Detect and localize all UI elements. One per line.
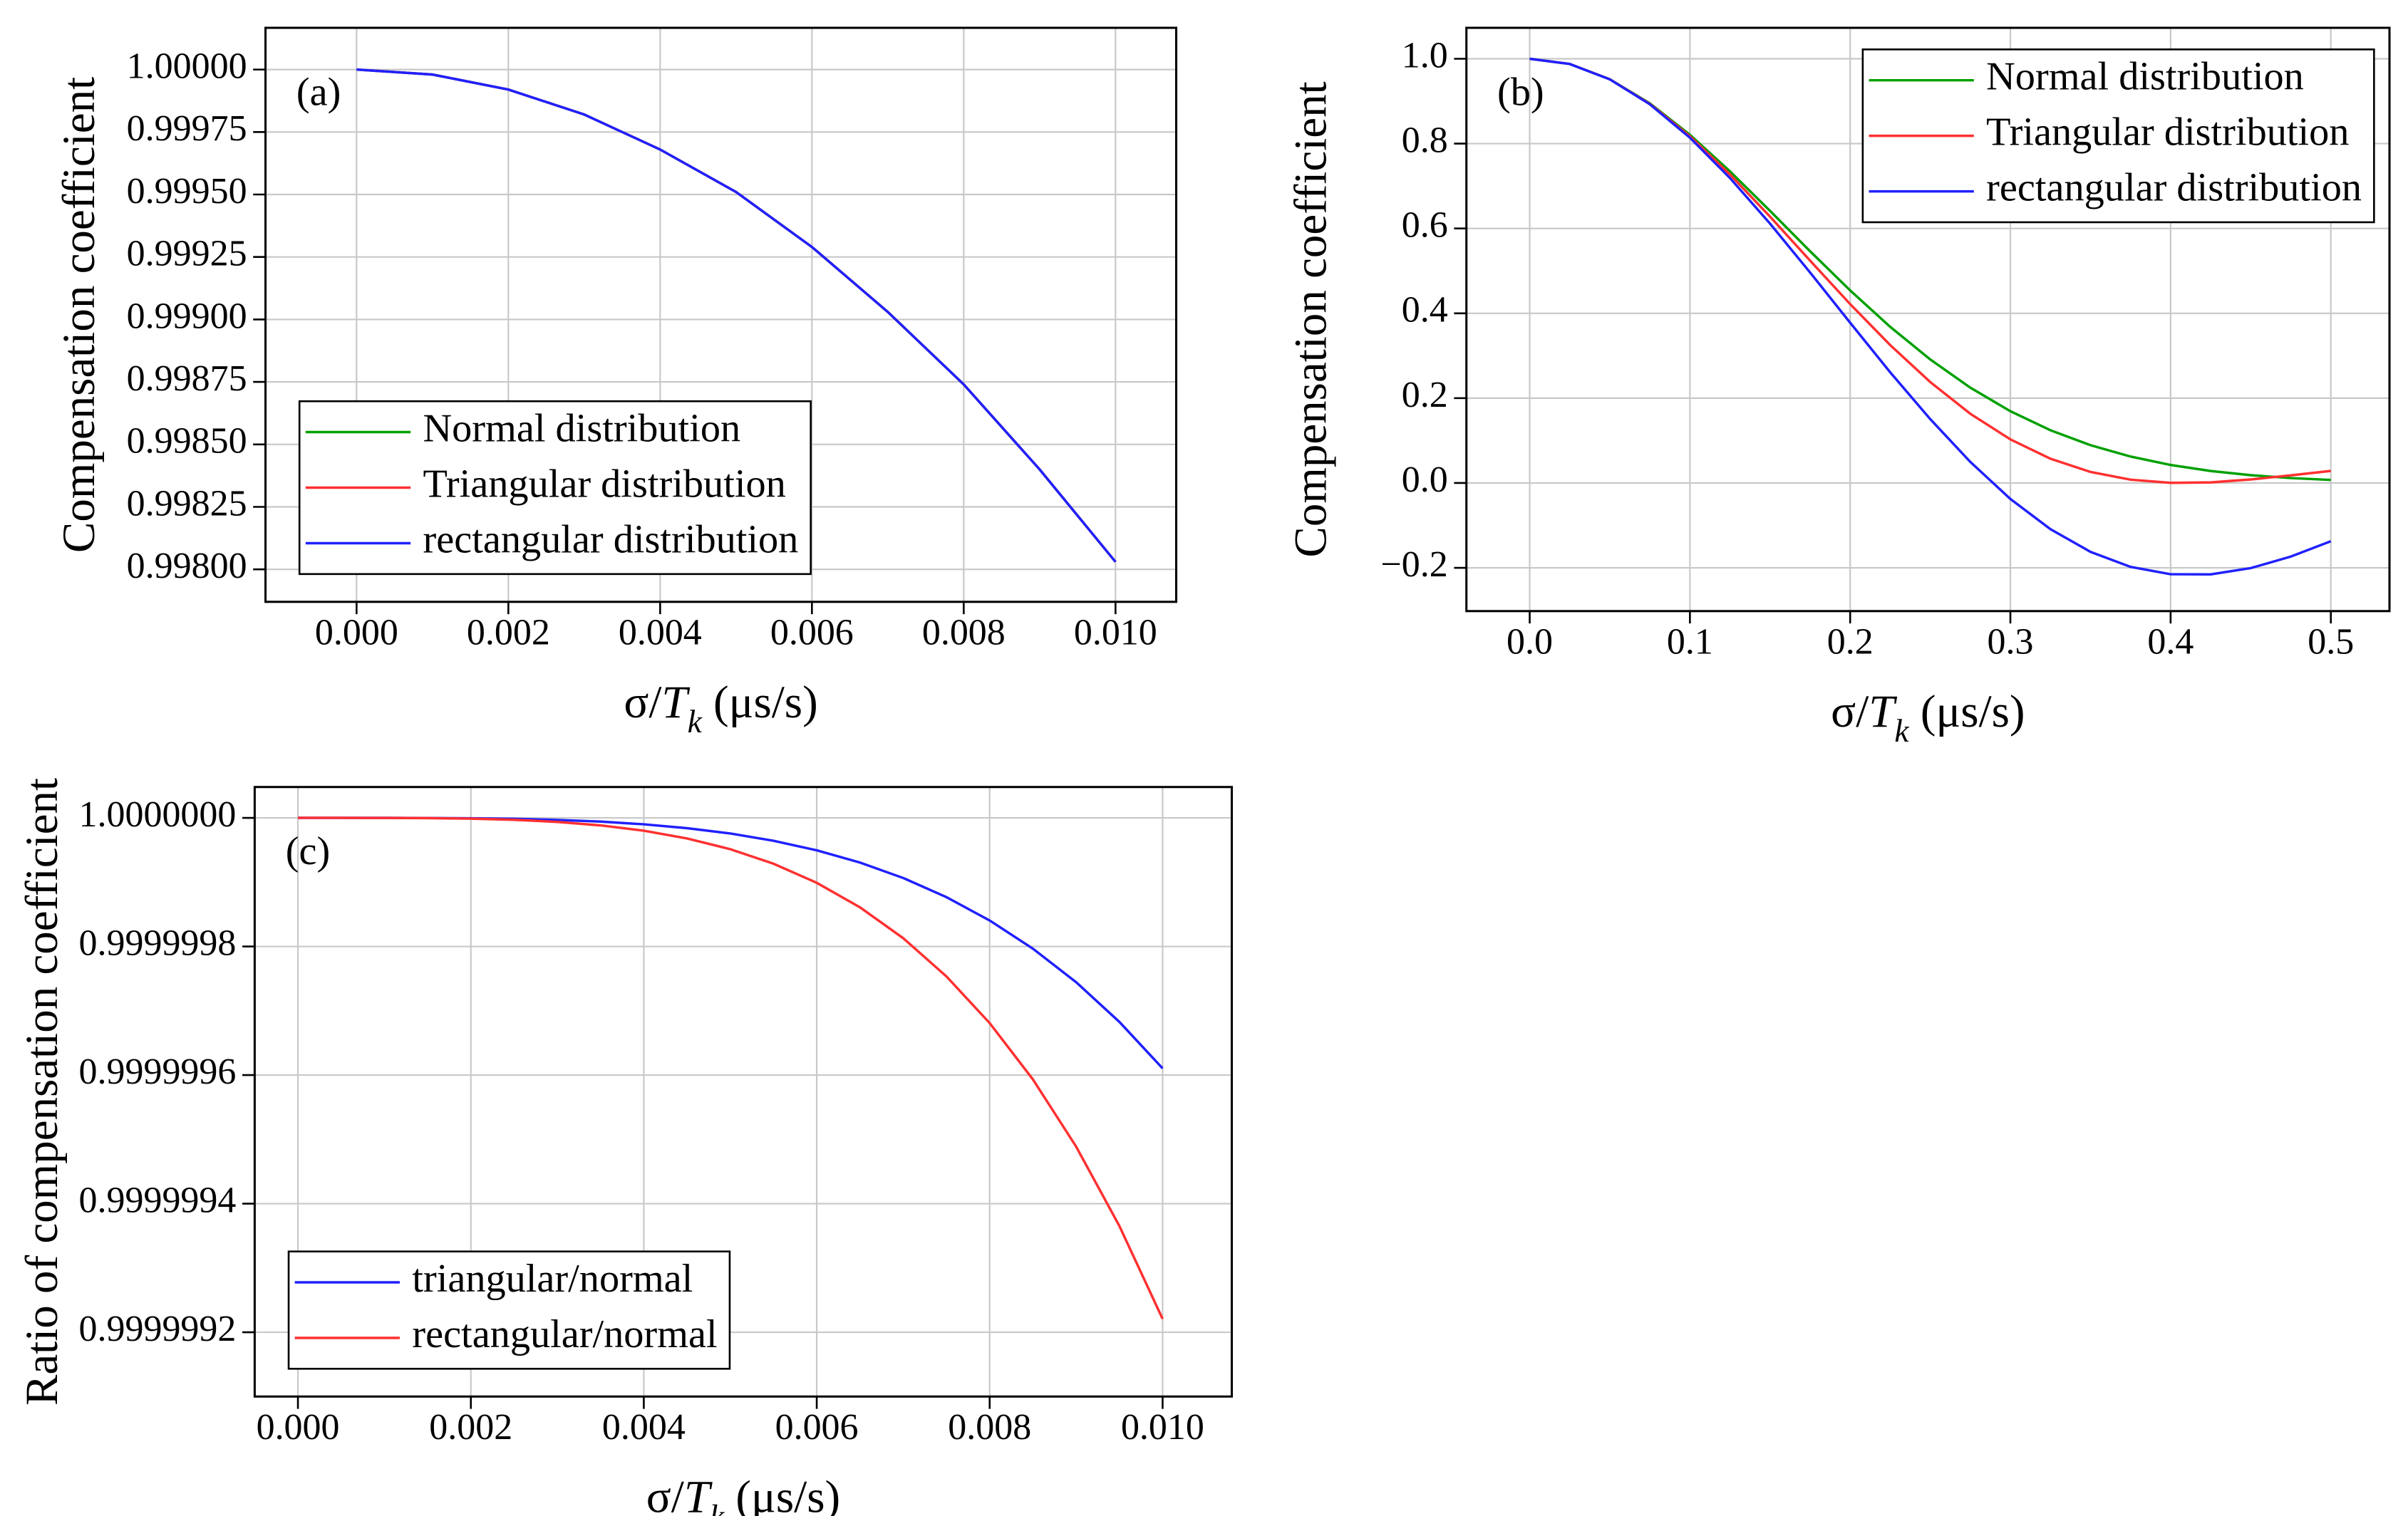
series-line xyxy=(356,68,1117,563)
y-tick-label: 0.99800 xyxy=(127,546,247,586)
x-axis-title: σ/Tk (μs/s) xyxy=(624,677,817,739)
legend: Normal distribution Triangular distributi… xyxy=(298,400,812,576)
x-axis-title: σ/Tk (μs/s) xyxy=(646,1471,840,1516)
x-tick-label: 0.006 xyxy=(770,612,854,653)
y-tick-label: 0.4 xyxy=(1402,290,1448,331)
legend-box xyxy=(287,1250,731,1370)
x-tick-label: 0.006 xyxy=(775,1407,859,1448)
legend-label: Triangular distribution xyxy=(1986,110,2349,155)
x-tick-label: 0.002 xyxy=(467,612,550,653)
y-tick-label: 0.8 xyxy=(1402,120,1448,161)
y-tick-label: 0.9999996 xyxy=(79,1052,237,1092)
x-tick-label: 0.010 xyxy=(1074,612,1157,653)
x-tick-label: 0.5 xyxy=(2308,621,2354,662)
x-axis-title-part: σ/ xyxy=(624,677,662,728)
y-tick-label: 0.2 xyxy=(1402,375,1448,415)
x-axis-title-part: k xyxy=(1894,712,1909,749)
legend-label: rectangular/normal xyxy=(412,1312,717,1356)
legend-label: Triangular distribution xyxy=(423,462,785,506)
legend: triangular/normal rectangular/normal xyxy=(287,1250,731,1370)
y-axis-title: Compensation coefficient xyxy=(53,77,105,553)
series-line xyxy=(298,816,1164,1320)
x-tick-label: 0.002 xyxy=(429,1407,512,1448)
panel-label: (c) xyxy=(286,829,330,873)
series-line xyxy=(1529,57,2332,576)
x-tick-label: 0.004 xyxy=(602,1407,686,1448)
legend-label: triangular/normal xyxy=(412,1257,693,1301)
panel-label: (a) xyxy=(296,70,341,114)
y-tick-label: 0.99975 xyxy=(127,108,247,149)
axes-frame xyxy=(1465,26,2391,613)
y-tick-label: 0.6 xyxy=(1402,205,1448,246)
x-axis-title-part: k xyxy=(710,1498,725,1516)
x-tick-label: 0.3 xyxy=(1988,621,2034,662)
x-tick-label: 0.000 xyxy=(257,1407,340,1448)
y-tick-label: 0.99900 xyxy=(127,296,247,336)
axes-frame xyxy=(253,786,1234,1398)
legend: Normal distribution Triangular distributi… xyxy=(1861,48,2375,224)
y-tick-label: 0.9999992 xyxy=(79,1309,237,1349)
x-tick-label: 0.000 xyxy=(315,612,398,653)
x-axis-title-part: k xyxy=(688,703,703,739)
legend-label: Normal distribution xyxy=(423,406,740,450)
legend-label: rectangular distribution xyxy=(1986,166,2362,210)
x-tick-label: 0.2 xyxy=(1827,621,1874,662)
legend-label: rectangular distribution xyxy=(423,517,798,561)
y-tick-label: 0.9999994 xyxy=(79,1180,237,1220)
y-tick-label: 1.0 xyxy=(1402,35,1448,76)
y-tick-label: 1.00000 xyxy=(127,46,247,87)
x-axis-title-part: (μs/s) xyxy=(702,677,818,728)
x-tick-label: 0.0 xyxy=(1507,621,1553,662)
y-tick-label: 0.99925 xyxy=(127,234,247,274)
x-tick-label: 0.008 xyxy=(922,612,1006,653)
legend-label: Normal distribution xyxy=(1986,55,2304,99)
x-tick-label: 0.010 xyxy=(1121,1407,1204,1448)
x-axis-title-part: T xyxy=(661,677,690,728)
panel-label: (b) xyxy=(1497,70,1544,114)
y-tick-label: 0.99875 xyxy=(127,358,247,399)
axes-frame xyxy=(264,26,1178,603)
x-axis-title-part: T xyxy=(684,1471,713,1516)
y-axis-title: Ratio of compensation coefficient xyxy=(16,778,68,1406)
y-tick-label: −0.2 xyxy=(1380,544,1447,585)
x-tick-label: 0.008 xyxy=(948,1407,1031,1448)
x-axis-title-part: (μs/s) xyxy=(1909,686,2025,737)
y-tick-label: 0.99850 xyxy=(127,421,247,462)
y-tick-label: 0.9999998 xyxy=(79,923,237,963)
y-tick-label: 0.99950 xyxy=(127,171,247,212)
x-axis-title: σ/Tk (μs/s) xyxy=(1831,686,2025,749)
x-axis-title-part: (μs/s) xyxy=(724,1471,840,1516)
y-tick-label: 0.99825 xyxy=(127,483,247,524)
x-tick-label: 0.1 xyxy=(1667,621,1713,662)
x-axis-title-part: σ/ xyxy=(1831,686,1869,737)
y-tick-label: 1.0000000 xyxy=(79,794,237,835)
x-axis-title-part: σ/ xyxy=(646,1471,685,1516)
y-axis-title: Compensation coefficient xyxy=(1285,81,1336,557)
x-tick-label: 0.4 xyxy=(2147,621,2193,662)
y-tick-label: 0.0 xyxy=(1402,460,1448,500)
x-tick-label: 0.004 xyxy=(619,612,702,653)
x-axis-title-part: T xyxy=(1869,686,1897,737)
